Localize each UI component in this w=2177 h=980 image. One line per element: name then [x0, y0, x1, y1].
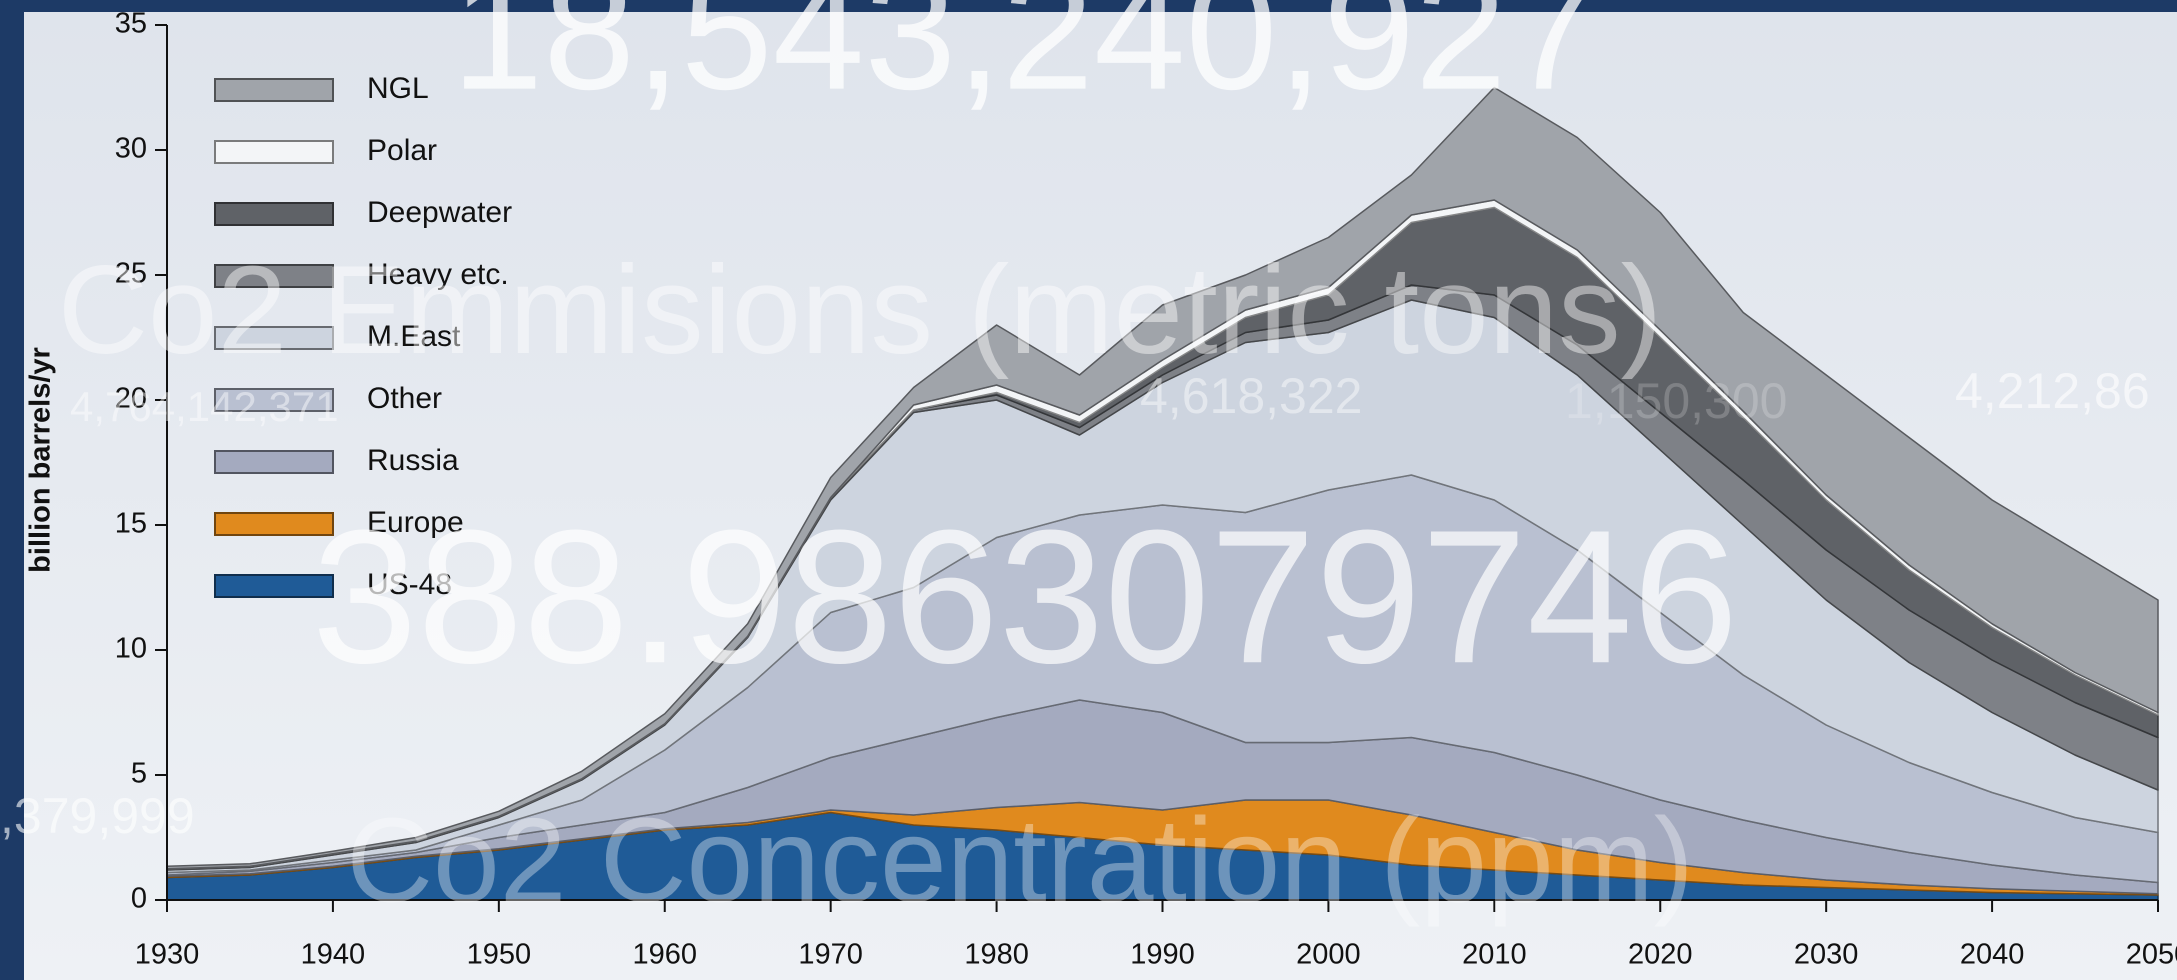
legend-label: M.East — [367, 320, 461, 353]
legend-label: Europe — [367, 506, 464, 539]
legend-swatch — [214, 78, 334, 102]
overlay-annotation: 4,212,86 — [1955, 363, 2150, 419]
overlay-annotation: 4,618,322 — [1140, 368, 1362, 424]
legend-swatch — [214, 140, 334, 164]
legend-swatch — [214, 512, 334, 536]
overlay-annotation: 1,150,300 — [1565, 373, 1787, 429]
legend-swatch — [214, 202, 334, 226]
x-tick-label: 2050 — [2126, 939, 2177, 971]
y-tick-label: 30 — [115, 133, 147, 165]
y-axis-label: billion barrels/yr — [25, 347, 57, 573]
x-tick-label: 1950 — [467, 939, 532, 971]
x-tick-label: 1960 — [632, 939, 697, 971]
x-tick-label: 1940 — [301, 939, 366, 971]
legend-label: Other — [367, 382, 442, 415]
y-tick-label: 0 — [131, 883, 147, 915]
legend-label: Heavy etc. — [367, 258, 509, 291]
overlay-annotation: Co2 Concentration (ppm) — [346, 794, 1693, 928]
legend-label: NGL — [367, 72, 429, 105]
legend-swatch — [214, 264, 334, 288]
legend-label: Polar — [367, 134, 437, 167]
legend: US-48 Europe Russia Other M.East Heavy etc. De… — [214, 72, 512, 601]
y-tick-label: 15 — [115, 508, 147, 540]
area-8 — [166, 86, 2159, 870]
plot-area: 0 5 10 15 20 25 30 35 1930 1940 1950 1960 1970 1980 19… — [115, 8, 2177, 971]
legend-swatch — [214, 574, 334, 598]
x-tick-label: 1990 — [1130, 939, 1195, 971]
y-tick-label: 20 — [115, 383, 147, 415]
legend-label: Deepwater — [367, 196, 512, 229]
y-tick-label: 10 — [115, 633, 147, 665]
x-tick-label: 1930 — [135, 939, 200, 971]
y-tick-label: 5 — [131, 758, 147, 790]
legend-swatch — [214, 450, 334, 474]
overlay-annotation: ,379,999 — [0, 788, 195, 844]
overlay-annotation: 388.9863079746 — [312, 491, 1738, 703]
x-tick-label: 2010 — [1462, 939, 1527, 971]
x-tick-label: 1970 — [798, 939, 863, 971]
legend-label: US-48 — [367, 568, 452, 601]
legend-swatch — [214, 326, 334, 350]
x-tick-label: 2040 — [1960, 939, 2025, 971]
x-tick-label: 2000 — [1296, 939, 1361, 971]
x-tick-label: 1980 — [964, 939, 1029, 971]
overlay-annotation: 18,543,240,927 — [452, 0, 1599, 124]
y-tick-label: 25 — [115, 258, 147, 290]
overlay-text: 18,543,240,927 Co2 Emmisions (metric tons… — [0, 0, 2150, 928]
legend-swatch — [214, 388, 334, 412]
legend-label: Russia — [367, 444, 459, 477]
overlay-annotation: Co2 Emmisions (metric tons) — [58, 241, 1663, 380]
overlay-annotation: 4,764,142,371 — [70, 383, 339, 430]
y-tick-label: 35 — [115, 8, 147, 40]
x-tick-label: 2020 — [1628, 939, 1693, 971]
x-tick-label: 2030 — [1794, 939, 1859, 971]
